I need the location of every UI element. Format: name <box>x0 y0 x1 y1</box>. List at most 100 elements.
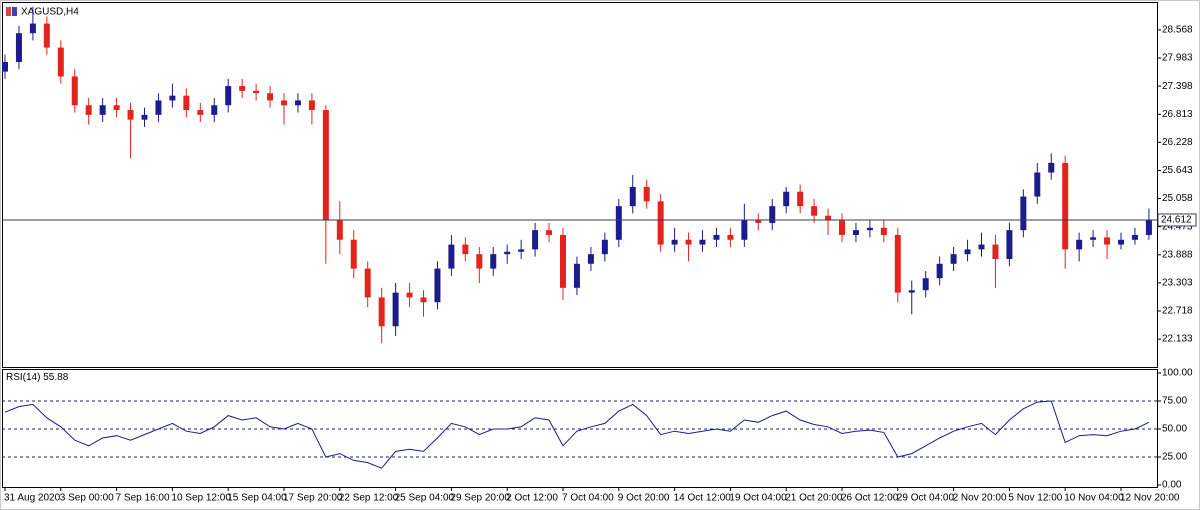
candle-body <box>825 215 832 221</box>
candle-body <box>713 234 720 240</box>
candle-body <box>462 244 469 255</box>
candle-body <box>57 47 64 77</box>
candle-body <box>532 230 539 250</box>
candle-body <box>1048 162 1055 173</box>
candle-body <box>504 251 511 255</box>
candle-body <box>1118 239 1124 245</box>
x-tick-label: 25 Sep 04:00 <box>395 493 455 504</box>
candle-body <box>950 254 957 264</box>
x-tick-label: 29 Oct 04:00 <box>897 493 955 504</box>
rsi-current: 55.88 <box>43 372 68 383</box>
price-panel <box>2 2 1158 368</box>
x-tick-label: 15 Sep 04:00 <box>227 493 287 504</box>
candle-body <box>197 110 204 115</box>
candle-body <box>936 263 943 279</box>
candle-body <box>741 220 748 240</box>
rsi-y-tick-label: 50.00 <box>1162 424 1187 435</box>
y-tick-label: 26.228 <box>1162 137 1193 148</box>
candle-body <box>894 234 901 293</box>
candle-body <box>1076 239 1083 250</box>
x-tick-label: 9 Oct 20:00 <box>618 493 670 504</box>
candle-body <box>518 249 525 252</box>
rsi-y-tick-label: 25.00 <box>1162 452 1187 463</box>
candle-body <box>294 100 301 106</box>
candle-body <box>322 110 329 221</box>
x-tick-label: 12 Nov 20:00 <box>1120 493 1180 504</box>
candle-body <box>378 297 385 327</box>
candle-body <box>364 268 371 298</box>
candle-body <box>43 23 50 48</box>
y-tick-label: 25.643 <box>1162 165 1193 176</box>
x-tick-label: 5 Nov 12:00 <box>1008 493 1062 504</box>
candle-body <box>29 23 36 34</box>
candle-body <box>839 220 845 235</box>
chart-title: XAGUSD,H4 <box>21 7 79 18</box>
y-tick-label: 23.888 <box>1162 249 1193 260</box>
candle-body <box>267 93 274 101</box>
candle-body <box>211 105 218 115</box>
y-tick-label: 28.568 <box>1162 25 1193 36</box>
candle-body <box>183 95 190 111</box>
candle-body <box>783 191 790 207</box>
candle-body <box>71 76 78 106</box>
candle-body <box>448 244 455 269</box>
candle-body <box>615 206 622 240</box>
x-tick-label: 14 Oct 12:00 <box>674 493 732 504</box>
candle-body <box>420 297 427 303</box>
candle-body <box>908 290 915 293</box>
current-price-label: 24.612 <box>1161 215 1192 226</box>
rsi-y-tick-label: 0.00 <box>1162 480 1182 491</box>
candle-body <box>629 186 636 207</box>
candle-body <box>99 105 106 115</box>
candle-body <box>573 263 580 288</box>
candle-body <box>239 86 246 91</box>
candle-body <box>85 105 92 115</box>
y-tick-label: 25.058 <box>1162 193 1193 204</box>
x-tick-label: 21 Oct 20:00 <box>785 493 843 504</box>
candle-body <box>546 230 553 235</box>
x-tick-label: 26 Oct 12:00 <box>841 493 899 504</box>
candle-body <box>1020 196 1027 231</box>
x-tick-label: 10 Nov 04:00 <box>1064 493 1124 504</box>
candle-body <box>490 254 497 269</box>
x-tick-label: 10 Sep 12:00 <box>171 493 231 504</box>
y-tick-label: 27.398 <box>1162 81 1193 92</box>
candle-body <box>113 105 120 111</box>
candle-body <box>797 191 804 207</box>
candle-body <box>1145 219 1152 235</box>
rsi-y-tick-label: 100.00 <box>1162 368 1193 379</box>
candle-body <box>127 110 134 120</box>
candle-body <box>685 239 692 245</box>
x-tick-label: 3 Sep 00:00 <box>60 493 114 504</box>
candle-body <box>811 206 818 216</box>
candle-body <box>1034 172 1041 197</box>
candle-body <box>727 234 734 240</box>
candle-body <box>225 86 232 106</box>
x-tick-label: 7 Oct 04:00 <box>562 493 614 504</box>
candle-body <box>1090 237 1097 240</box>
rsi-title: RSI(14) 55.88 <box>6 372 69 383</box>
y-tick-label: 24.473 <box>1162 221 1193 232</box>
x-tick-label: 19 Oct 04:00 <box>729 493 787 504</box>
candle-body <box>699 239 706 245</box>
candle-body <box>866 227 873 231</box>
x-tick-label: 22 Sep 12:00 <box>339 493 399 504</box>
candle-body <box>308 100 315 111</box>
rsi-name: RSI(14) <box>6 372 40 383</box>
candle-body <box>1006 230 1013 259</box>
candle-body <box>1131 234 1138 240</box>
x-tick-label: 2 Oct 12:00 <box>506 493 558 504</box>
candle-body <box>880 227 887 235</box>
candle-body <box>560 234 566 288</box>
candle-body <box>852 230 859 235</box>
candle-body <box>336 220 343 240</box>
candle-body <box>992 244 999 259</box>
rsi-y-tick-label: 75.00 <box>1162 396 1187 407</box>
candle-body <box>155 100 162 115</box>
candle-body <box>281 100 287 106</box>
candle-body <box>755 220 762 223</box>
candle-body <box>476 254 483 269</box>
x-tick-label: 31 Aug 2020 <box>4 493 61 504</box>
candle-body <box>15 33 22 63</box>
